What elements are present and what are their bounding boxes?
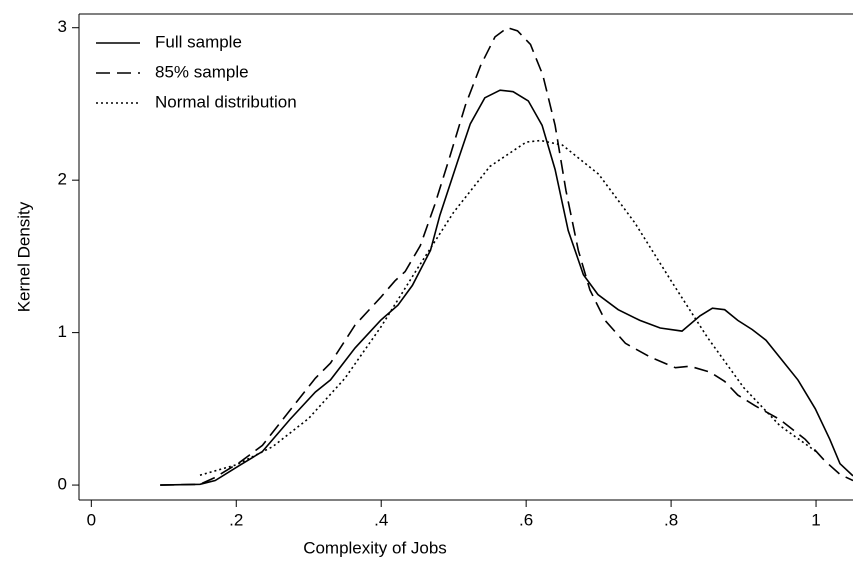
x-tick-label: .6	[519, 510, 533, 529]
x-tick-label: .8	[664, 510, 678, 529]
x-axis-label: Complexity of Jobs	[303, 538, 447, 557]
legend-label: Normal distribution	[155, 92, 297, 111]
x-tick-label: 1	[811, 510, 820, 529]
y-tick-label: 3	[58, 17, 67, 36]
y-axis-label: Kernel Density	[14, 201, 33, 312]
line	[160, 26, 853, 486]
x-tick-label: 0	[87, 510, 96, 529]
y-tick-label: 1	[58, 322, 67, 341]
y-tick-label: 2	[58, 170, 67, 189]
legend-label: Full sample	[155, 32, 242, 51]
legend-label: 85% sample	[155, 62, 249, 81]
line	[160, 89, 853, 486]
x-tick-label: .2	[229, 510, 243, 529]
x-tick-label: .4	[374, 510, 388, 529]
y-tick-label: 0	[58, 475, 67, 494]
